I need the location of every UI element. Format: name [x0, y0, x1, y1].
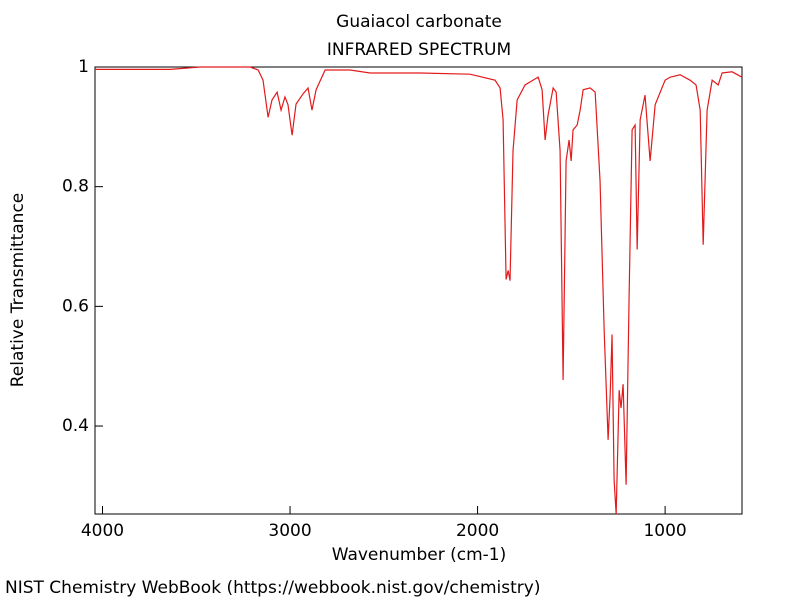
- footer: NIST Chemistry WebBook (https://webbook.…: [5, 578, 540, 598]
- x-tick-label: 1000: [643, 521, 686, 541]
- x-axis-label: Wavenumber (cm-1): [332, 545, 507, 565]
- chart-subtitle: INFRARED SPECTRUM: [327, 40, 511, 60]
- y-tick-label: 0.6: [62, 296, 89, 316]
- y-axis-label: Relative Transmittance: [8, 193, 28, 388]
- spectrum-line: [95, 66, 743, 515]
- y-tick-label: 1: [78, 57, 89, 77]
- x-tick-label: 4000: [81, 521, 124, 541]
- y-tick-label: 0.4: [62, 416, 89, 436]
- chart-title: Guaiacol carbonate: [336, 12, 502, 32]
- y-tick-label: 0.8: [62, 177, 89, 197]
- x-tick-label: 3000: [268, 521, 311, 541]
- x-tick-label: 2000: [456, 521, 499, 541]
- plot-frame: [94, 66, 743, 515]
